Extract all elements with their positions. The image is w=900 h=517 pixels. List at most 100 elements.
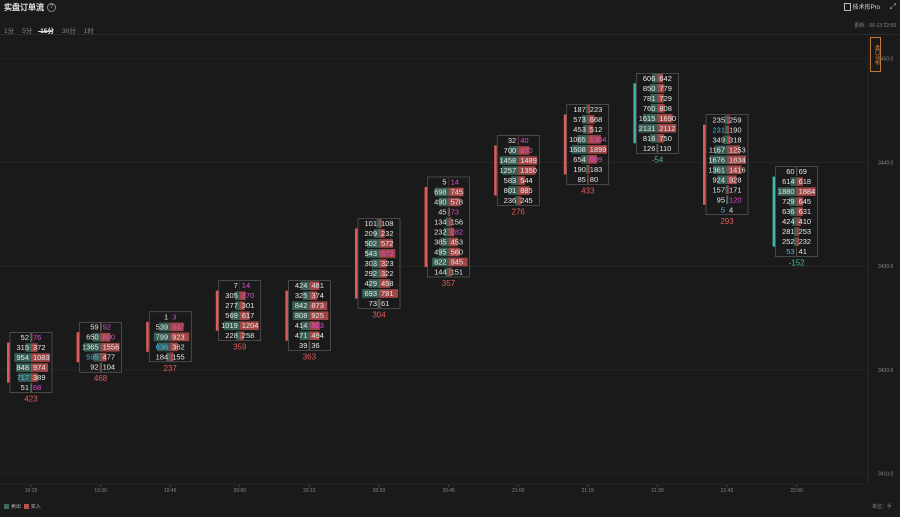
buy-volume-label: 729 bbox=[659, 94, 672, 103]
sell-volume-bar bbox=[92, 332, 101, 342]
candle-body bbox=[215, 290, 219, 331]
sell-volume-bar bbox=[712, 165, 727, 175]
tab-3[interactable]: 30分 bbox=[61, 28, 76, 35]
buy-volume-bar bbox=[379, 219, 382, 228]
buy-volume-bar bbox=[727, 135, 731, 145]
tab-0[interactable]: 1分 bbox=[4, 28, 15, 35]
sell-volume-bar bbox=[83, 342, 101, 352]
sell-volume-bar bbox=[368, 279, 379, 288]
sell-volume-bar bbox=[438, 197, 449, 207]
candle-body bbox=[76, 332, 80, 363]
sell-volume-bar bbox=[99, 362, 101, 372]
sell-volume-label: 126 bbox=[643, 144, 656, 153]
buy-volume-bar bbox=[657, 123, 677, 133]
sell-volume-bar bbox=[790, 207, 797, 216]
buy-volume-label: 68 bbox=[33, 383, 41, 392]
sell-volume-bar bbox=[447, 207, 449, 217]
buy-volume-bar bbox=[31, 363, 49, 372]
buy-volume-label: 14 bbox=[451, 177, 459, 186]
buy-volume-label: 41 bbox=[799, 247, 807, 256]
tab-4[interactable]: 1时 bbox=[83, 28, 94, 35]
pro-button[interactable]: 技术形Pro bbox=[843, 2, 880, 12]
buy-volume-label: 76 bbox=[33, 333, 41, 342]
sell-volume-bar bbox=[440, 237, 449, 247]
y-tick-label: 3430.0 bbox=[878, 264, 894, 270]
delta-label: -54 bbox=[652, 155, 664, 164]
buy-volume-label: 362 bbox=[172, 342, 185, 351]
buy-volume-bar bbox=[587, 135, 601, 144]
help-icon[interactable]: ? bbox=[47, 3, 56, 13]
buy-volume-label: 873 bbox=[311, 301, 324, 310]
buy-volume-label: 458 bbox=[381, 279, 394, 288]
candle-frame bbox=[566, 104, 610, 185]
buy-volume-bar bbox=[309, 321, 320, 331]
sell-volume-label: 502 bbox=[364, 239, 377, 248]
x-tick-label: 20:30 bbox=[373, 488, 386, 494]
buy-volume-label: 245 bbox=[520, 196, 533, 205]
sell-volume-label: 636 bbox=[782, 207, 795, 216]
sell-volume-label: 1065 bbox=[569, 135, 586, 144]
buy-volume-bar bbox=[796, 217, 801, 226]
sell-volume-bar bbox=[292, 311, 310, 321]
active-tab-underline bbox=[38, 31, 52, 32]
sell-volume-label: 693 bbox=[364, 289, 377, 298]
buy-volume-bar bbox=[239, 291, 246, 301]
sell-volume-bar bbox=[709, 155, 727, 165]
sell-volume-label: 53 bbox=[786, 247, 794, 256]
buy-volume-label: 171 bbox=[729, 185, 742, 194]
sell-volume-label: 325 bbox=[295, 291, 308, 300]
buy-volume-bar bbox=[518, 156, 538, 165]
buy-volume-label: 885 bbox=[520, 186, 533, 195]
sell-volume-bar bbox=[365, 249, 379, 258]
buy-volume-label: 183 bbox=[590, 165, 603, 174]
sell-volume-label: 45 bbox=[438, 207, 446, 216]
sell-volume-bar bbox=[292, 301, 310, 311]
sell-volume-label: 816 bbox=[643, 134, 656, 143]
buy-volume-label: 1083 bbox=[33, 353, 50, 362]
buy-volume-bar bbox=[379, 299, 381, 308]
buy-volume-label: 110 bbox=[659, 144, 671, 153]
candle-frame bbox=[148, 311, 192, 363]
sell-volume-label: 60 bbox=[786, 167, 794, 176]
delta-label: 357 bbox=[442, 279, 456, 288]
sell-volume-bar bbox=[153, 332, 171, 342]
sell-volume-bar bbox=[638, 123, 658, 133]
sell-volume-label: 850 bbox=[643, 84, 656, 93]
sell-volume-label: 95 bbox=[717, 195, 725, 204]
buy-volume-label: 61 bbox=[381, 299, 389, 308]
buy-volume-bar bbox=[657, 113, 673, 123]
sell-volume-bar bbox=[502, 166, 519, 175]
sell-volume-bar bbox=[157, 342, 171, 352]
sell-volume-label: 1458 bbox=[500, 156, 517, 165]
buy-volume-label: 618 bbox=[799, 177, 812, 186]
sell-volume-label: 39 bbox=[299, 341, 307, 350]
buy-volume-bar bbox=[587, 145, 607, 154]
buy-volume-label: 494 bbox=[311, 331, 324, 340]
legend: 卖出 买入 bbox=[4, 503, 41, 510]
y-tick-label: 3440.0 bbox=[878, 160, 894, 166]
side-distribution-button[interactable]: 盘口分布 bbox=[870, 37, 881, 72]
document-icon bbox=[843, 3, 851, 12]
sell-volume-label: 799 bbox=[156, 332, 169, 341]
sell-volume-bar bbox=[30, 383, 31, 392]
sell-volume-label: 101 bbox=[364, 219, 377, 228]
delta-label: 423 bbox=[24, 395, 38, 404]
sell-volume-bar bbox=[717, 175, 727, 185]
sell-volume-label: 490 bbox=[434, 197, 447, 206]
sell-volume-bar bbox=[299, 331, 310, 341]
sell-volume-label: 760 bbox=[643, 104, 656, 113]
sell-volume-label: 569 bbox=[225, 311, 238, 320]
buy-volume-bar bbox=[448, 187, 464, 197]
buy-volume-label: 410 bbox=[799, 217, 812, 226]
buy-volume-label: 151 bbox=[451, 267, 464, 276]
buy-volume-bar bbox=[657, 103, 665, 113]
buy-volume-bar bbox=[796, 227, 800, 236]
sell-volume-label: 543 bbox=[364, 249, 377, 258]
buy-volume-bar bbox=[796, 177, 803, 186]
tab-1[interactable]: 5分 bbox=[22, 28, 33, 35]
candle-frame bbox=[496, 135, 540, 206]
sell-volume-label: 187 bbox=[573, 105, 586, 114]
buy-volume-bar bbox=[309, 311, 329, 321]
sell-volume-label: 595 bbox=[86, 353, 99, 362]
expand-icon[interactable]: ⤢ bbox=[889, 2, 896, 11]
